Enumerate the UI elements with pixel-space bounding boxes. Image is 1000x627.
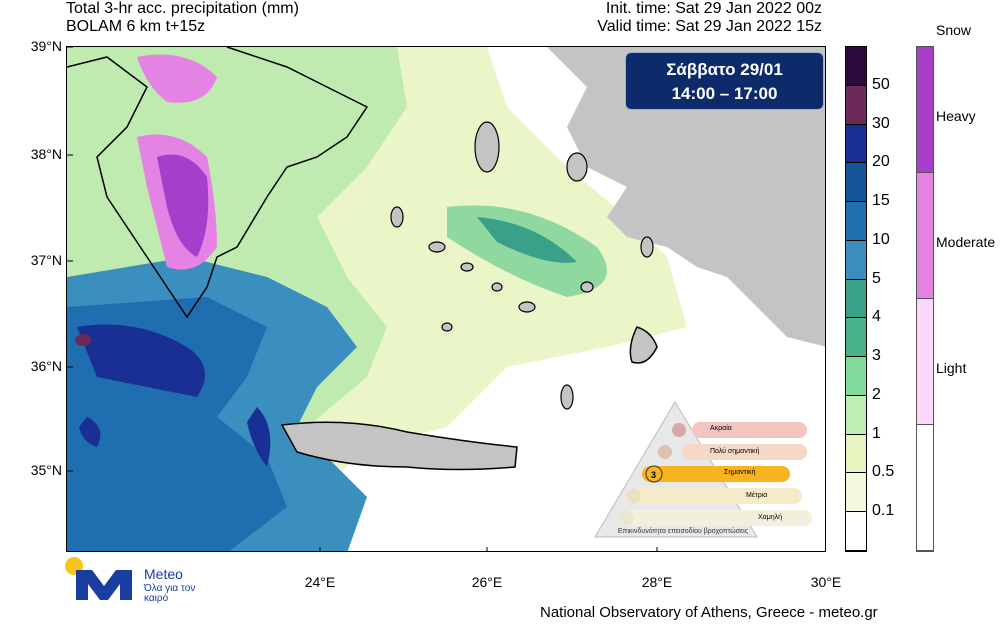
precip-legend-label: 5 bbox=[872, 269, 881, 287]
risk-caption: Επικινδυνότητα επεισοδίου βροχοπτώσεις bbox=[617, 528, 749, 535]
lon-label-30: 30°E bbox=[810, 574, 842, 590]
lat-label-35: 35°N bbox=[30, 462, 62, 478]
risk-level-3: Σημαντική bbox=[724, 469, 756, 476]
snow-legend-bar bbox=[916, 46, 934, 552]
precip-legend-label: 1 bbox=[872, 424, 881, 442]
logo-tagline: Όλα για τον καιρό bbox=[144, 583, 196, 604]
time-window-badge: Σάββατο 29/01 14:00 – 17:00 bbox=[625, 52, 824, 110]
precip-legend-swatch bbox=[846, 395, 866, 435]
precip-legend-swatch bbox=[846, 202, 866, 241]
title-line2: BOLAM 6 km t+15z bbox=[66, 18, 206, 35]
precip-legend-swatch bbox=[846, 85, 866, 125]
valid-time: Valid time: Sat 29 Jan 2022 15z bbox=[597, 18, 822, 35]
precip-legend-swatch bbox=[846, 473, 866, 513]
init-time: Init. time: Sat 29 Jan 2022 00z bbox=[605, 0, 822, 17]
lon-label-26: 26°E bbox=[471, 574, 503, 590]
precip-legend-label: 10 bbox=[872, 230, 890, 248]
precip-legend-swatch bbox=[846, 240, 866, 280]
precipitation-map: 3 bbox=[66, 46, 826, 552]
chart-title: Total 3-hr acc. precipitation (mm) BOLAM… bbox=[66, 0, 299, 36]
title-line1: Total 3-hr acc. precipitation (mm) bbox=[66, 0, 299, 17]
risk-level-1: Χαμηλή bbox=[758, 514, 783, 521]
precip-legend-bar bbox=[845, 46, 867, 552]
snow-legend-title: Snow bbox=[936, 22, 972, 38]
lat-label-37: 37°N bbox=[30, 252, 62, 268]
lat-label-39: 39°N bbox=[30, 38, 62, 54]
precip-legend-swatch bbox=[846, 279, 866, 319]
snow-legend-swatch bbox=[917, 425, 933, 551]
precip-legend-swatch bbox=[846, 163, 866, 203]
precip-legend-label: 20 bbox=[872, 153, 890, 171]
lat-label-36: 36°N bbox=[30, 358, 62, 374]
snow-level-heavy: Heavy bbox=[936, 108, 976, 124]
snow-level-moderate: Moderate bbox=[936, 234, 996, 250]
badge-day: Σάββατο 29/01 bbox=[666, 60, 783, 79]
precip-legend-swatch bbox=[846, 124, 866, 164]
precip-legend-swatch bbox=[846, 47, 866, 86]
snow-legend-swatch bbox=[917, 173, 933, 299]
snow-level-light: Light bbox=[936, 360, 967, 376]
lon-label-28: 28°E bbox=[641, 574, 673, 590]
snow-legend-swatch bbox=[917, 47, 933, 173]
risk-level-5: Ακραία bbox=[710, 425, 732, 432]
risk-level-4: Πολύ σημαντική bbox=[710, 448, 760, 455]
precip-legend-swatch bbox=[846, 357, 866, 396]
risk-level-2: Μέτρια bbox=[746, 492, 768, 499]
precip-legend-label: 0.5 bbox=[872, 463, 895, 481]
precip-legend-swatch bbox=[846, 318, 866, 358]
badge-hours: 14:00 – 17:00 bbox=[671, 84, 778, 103]
credit-text: National Observatory of Athens, Greece -… bbox=[540, 604, 878, 621]
risk-triangle-graphic: 3 bbox=[594, 401, 812, 538]
logo-name: Meteo bbox=[144, 566, 183, 582]
precip-legend-label: 3 bbox=[872, 347, 881, 365]
lat-label-38: 38°N bbox=[30, 146, 62, 162]
precip-legend-label: 30 bbox=[872, 114, 890, 132]
precip-legend-swatch bbox=[846, 434, 866, 474]
precip-legend-label: 4 bbox=[872, 308, 881, 326]
precip-legend-swatch bbox=[846, 512, 866, 551]
meteo-logo-icon bbox=[65, 557, 132, 600]
snow-legend-swatch bbox=[917, 299, 933, 425]
precip-legend-label: 0.1 bbox=[872, 502, 895, 520]
precip-legend-label: 2 bbox=[872, 385, 881, 403]
precip-legend-label: 15 bbox=[872, 192, 890, 210]
map-canvas: 3 bbox=[67, 47, 825, 551]
lon-label-24: 24°E bbox=[304, 574, 336, 590]
time-info: Init. time: Sat 29 Jan 2022 00z Valid ti… bbox=[597, 0, 822, 36]
precip-legend-label: 50 bbox=[872, 75, 890, 93]
risk-active-level: 3 bbox=[651, 470, 656, 480]
